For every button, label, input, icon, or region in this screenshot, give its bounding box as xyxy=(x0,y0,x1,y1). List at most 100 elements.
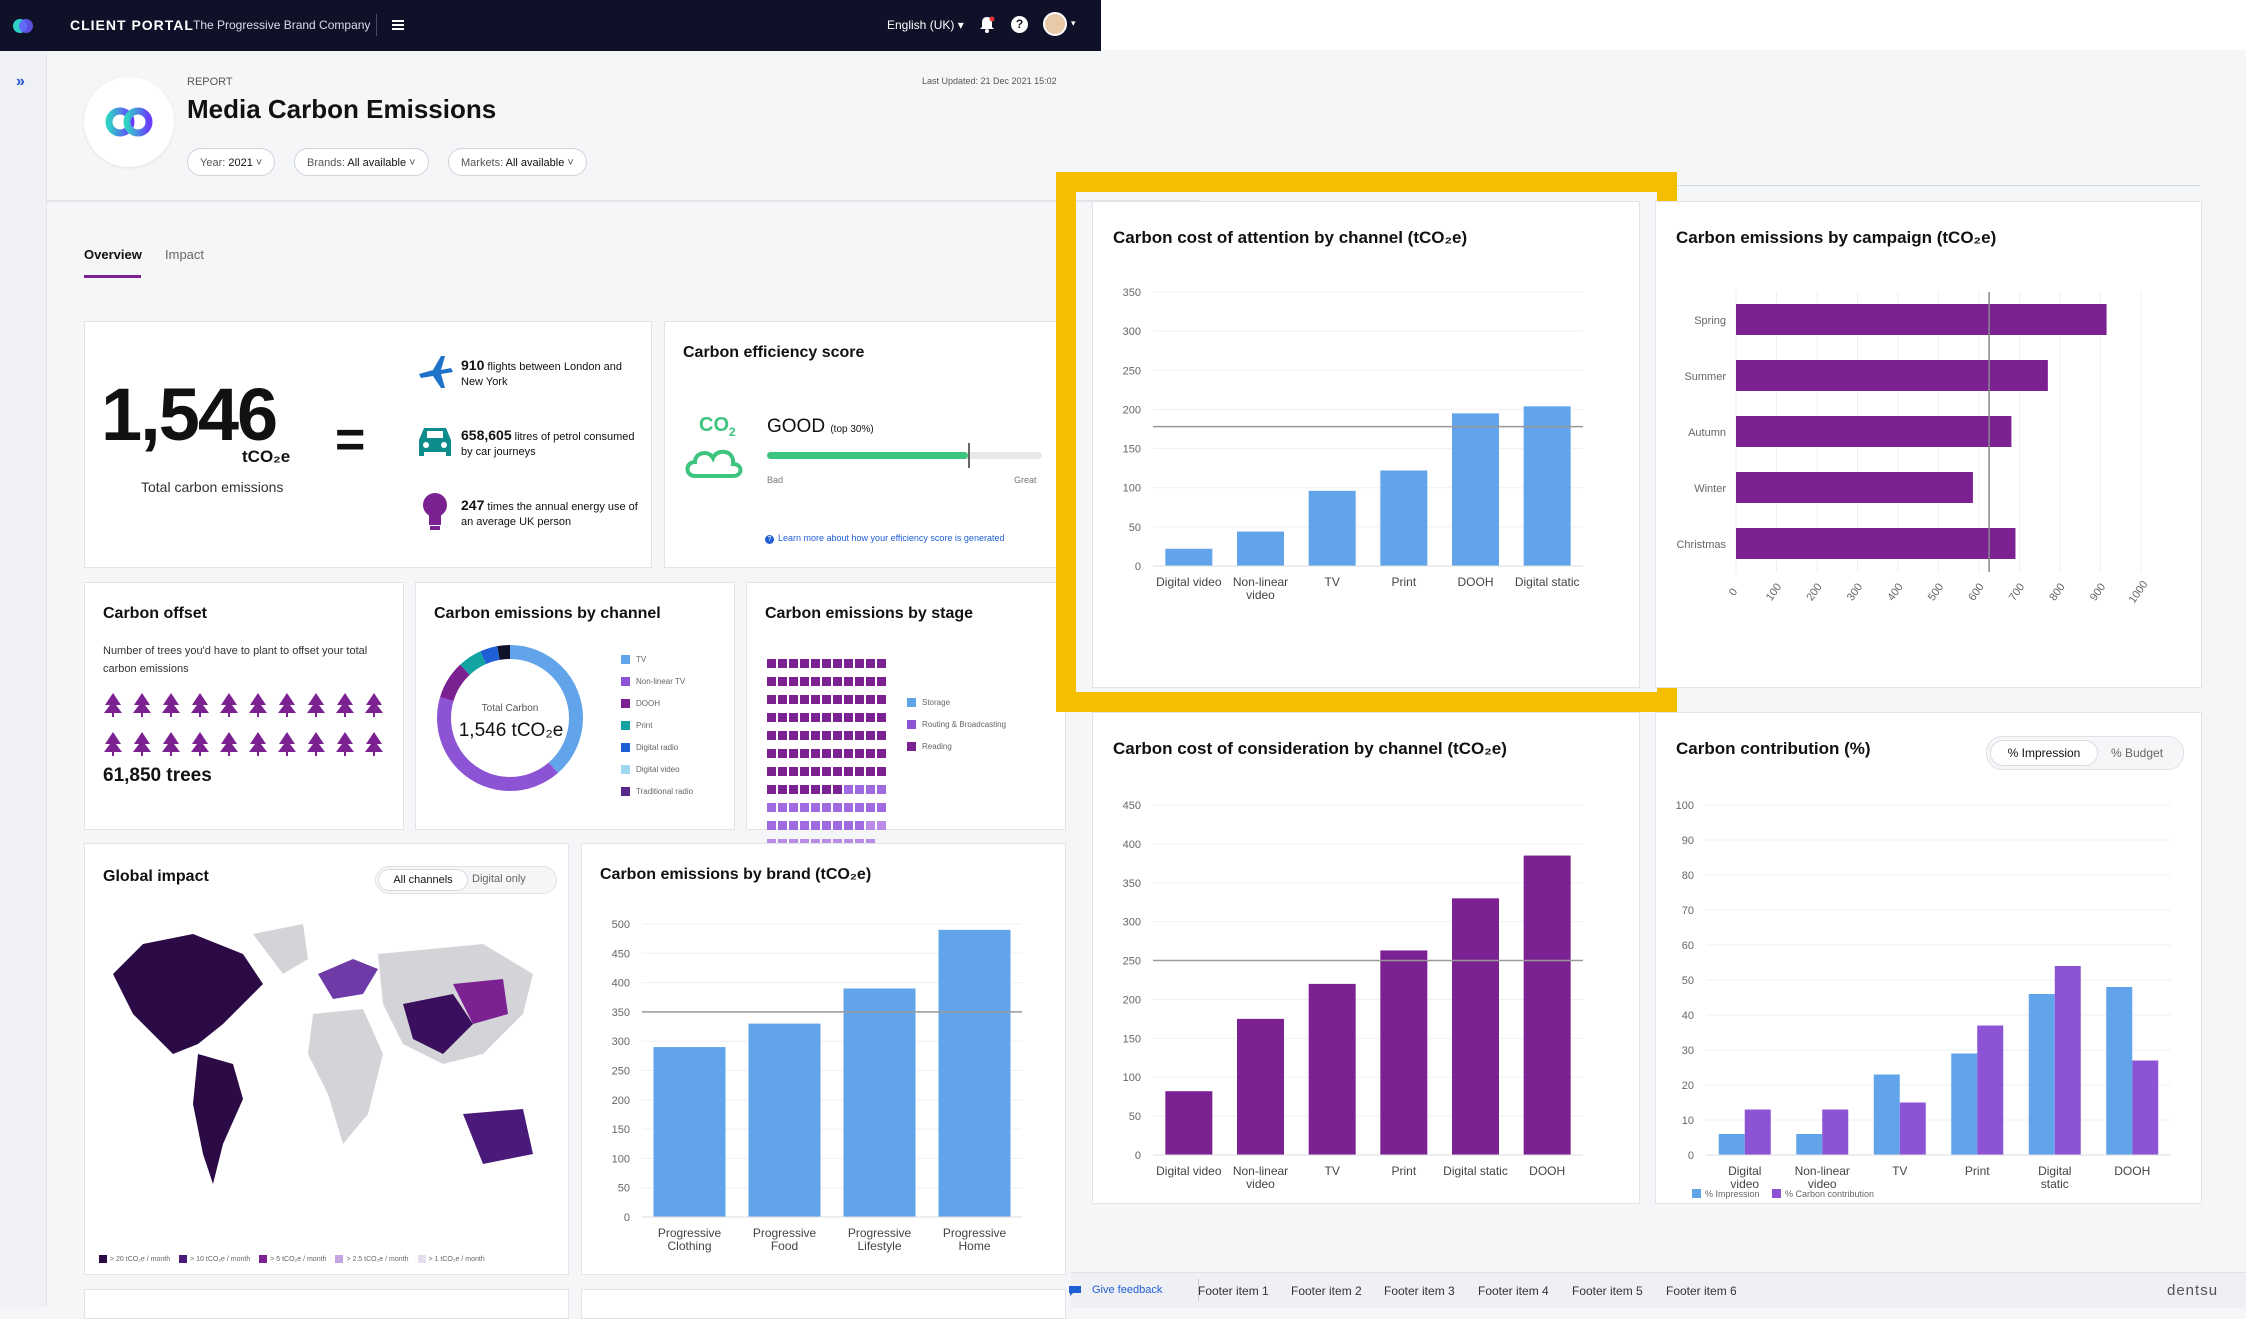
footer-item[interactable]: Footer item 5 xyxy=(1572,1284,1643,1298)
bar[interactable] xyxy=(1237,531,1284,566)
legend-label: > 5 tCO₂e / month xyxy=(270,1256,327,1263)
map-south-asia[interactable] xyxy=(403,994,473,1054)
y-tick-label: Spring xyxy=(1694,315,1726,327)
footer-item[interactable]: Footer item 2 xyxy=(1291,1284,1362,1298)
legend-swatch xyxy=(1772,1189,1781,1198)
language-selector[interactable]: English (UK) ▾ xyxy=(887,18,964,32)
waffle-cell xyxy=(789,821,798,830)
donut-slice-non-linear-tv[interactable] xyxy=(437,645,583,791)
bar[interactable] xyxy=(1873,1074,1900,1156)
bar[interactable] xyxy=(1308,490,1356,566)
car-icon xyxy=(415,422,455,465)
tab-impact[interactable]: Impact xyxy=(165,247,205,262)
toggle-all-channels[interactable]: All channels xyxy=(378,869,468,891)
waffle-cell xyxy=(767,695,776,704)
waffle-cell xyxy=(833,821,842,830)
waffle-cell xyxy=(778,803,787,812)
tab-overview[interactable]: Overview xyxy=(84,247,142,262)
footer-item[interactable]: Footer item 1 xyxy=(1198,1284,1269,1298)
map-east-asia[interactable] xyxy=(453,979,508,1024)
give-feedback-link[interactable]: Give feedback xyxy=(1092,1284,1163,1296)
bar[interactable] xyxy=(2054,966,2081,1155)
bar[interactable] xyxy=(1736,416,2012,447)
brands-filter[interactable]: Brands: All available ˅ xyxy=(294,148,429,176)
footer-item[interactable]: Footer item 6 xyxy=(1666,1284,1737,1298)
toggle-digital-only[interactable]: Digital only xyxy=(472,873,526,885)
x-tick-label: Print xyxy=(1391,1164,1416,1178)
map-africa[interactable] xyxy=(308,1009,383,1144)
expand-sidebar-icon[interactable]: » xyxy=(16,73,25,90)
chevron-down-icon: ▾ xyxy=(957,18,964,32)
bar[interactable] xyxy=(1796,1134,1823,1155)
waffle-cell xyxy=(866,713,875,722)
x-tick-label: Non-linear xyxy=(1233,1164,1288,1178)
map-greenland[interactable] xyxy=(253,924,308,974)
footer-item[interactable]: Footer item 4 xyxy=(1478,1284,1549,1298)
bar[interactable] xyxy=(1744,1109,1771,1156)
waffle-cell xyxy=(877,695,886,704)
markets-filter[interactable]: Markets: All available ˅ xyxy=(448,148,587,176)
bar[interactable] xyxy=(1951,1053,1978,1156)
bar[interactable] xyxy=(1736,360,2048,391)
map-south-america[interactable] xyxy=(193,1054,243,1184)
chevron-down-icon[interactable]: ▾ xyxy=(1071,18,1076,28)
bar[interactable] xyxy=(1452,898,1499,1155)
year-filter[interactable]: Year: 2021 ˅ xyxy=(187,148,276,176)
menu-icon[interactable] xyxy=(392,18,404,30)
bell-icon[interactable] xyxy=(979,16,995,38)
bar[interactable] xyxy=(1165,548,1213,566)
bar[interactable] xyxy=(1380,470,1428,566)
bar[interactable] xyxy=(2028,994,2055,1155)
efficiency-learn-more-link[interactable]: ? Learn more about how your efficiency sc… xyxy=(765,533,1004,544)
map-north-america[interactable] xyxy=(113,934,263,1054)
map-europe[interactable] xyxy=(318,959,378,999)
waffle-cell xyxy=(800,785,809,794)
bar[interactable] xyxy=(1308,983,1356,1155)
legend-label: Routing & Broadcasting xyxy=(922,720,1007,729)
map-australia[interactable] xyxy=(463,1109,533,1164)
app-logo-icon[interactable] xyxy=(12,15,34,37)
footer-item[interactable]: Footer item 3 xyxy=(1384,1284,1455,1298)
waffle-cell xyxy=(822,731,831,740)
x-tick-label: Progressive xyxy=(753,1226,817,1240)
bar[interactable] xyxy=(1899,1102,1926,1156)
waffle-cell xyxy=(866,749,875,758)
bar[interactable] xyxy=(1237,1018,1284,1155)
bar[interactable] xyxy=(938,929,1011,1217)
bar[interactable] xyxy=(1380,950,1428,1155)
bar[interactable] xyxy=(2106,987,2133,1155)
bar[interactable] xyxy=(1523,406,1571,566)
y-tick-label: 50 xyxy=(618,1183,630,1195)
tree-icon xyxy=(278,693,296,717)
bar[interactable] xyxy=(1523,855,1571,1155)
bar[interactable] xyxy=(1736,304,2107,335)
help-icon[interactable]: ? xyxy=(1011,16,1028,33)
waffle-cell xyxy=(811,713,820,722)
avatar[interactable] xyxy=(1043,12,1067,36)
toggle-impression[interactable]: % Impression xyxy=(1990,740,2098,766)
bar[interactable] xyxy=(843,988,916,1217)
bar[interactable] xyxy=(2132,1060,2159,1156)
bar[interactable] xyxy=(1718,1134,1745,1155)
bar[interactable] xyxy=(1452,413,1499,566)
bar[interactable] xyxy=(1736,528,2016,559)
bar[interactable] xyxy=(1822,1109,1849,1156)
bar[interactable] xyxy=(1165,1091,1213,1155)
waffle-cell xyxy=(855,785,864,794)
donut-slice-digital-video[interactable] xyxy=(437,645,583,791)
tree-icon xyxy=(104,732,122,756)
offset-desc: Number of trees you'd have to plant to o… xyxy=(103,645,368,675)
efficiency-track xyxy=(767,443,1042,468)
bar[interactable] xyxy=(748,1023,821,1217)
x-tick-label: video xyxy=(1808,1177,1837,1191)
waffle-cell xyxy=(800,677,809,686)
waffle-cell xyxy=(877,659,886,668)
bar[interactable] xyxy=(1977,1025,2004,1156)
waffle-cell xyxy=(800,803,809,812)
equivalent-value: 658,605 xyxy=(461,427,512,443)
bar[interactable] xyxy=(1736,472,1973,503)
toggle-budget[interactable]: % Budget xyxy=(2111,746,2164,760)
bar[interactable] xyxy=(653,1047,726,1217)
x-tick-label: 300 xyxy=(1845,581,1865,603)
co2-label: CO2 xyxy=(699,414,736,439)
